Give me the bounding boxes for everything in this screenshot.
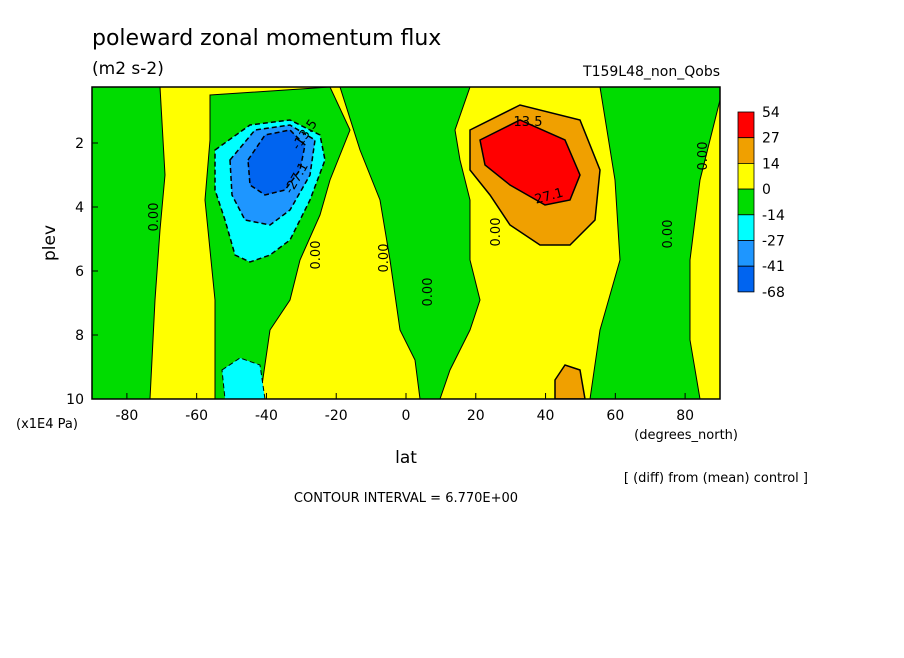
colorbar-box [737,188,755,216]
x-tick-label: -60 [185,408,208,424]
zero-region [339,87,481,399]
colorbar-label: -68 [762,285,785,301]
x-axis-unit: (degrees_north) [634,428,738,443]
x-tick-label: 20 [467,408,485,424]
positive-region [554,364,586,399]
negative-region [221,357,266,399]
colorbar-box [737,240,755,267]
colorbar-box [737,265,755,293]
colorbar-box [737,111,755,139]
y-tick-label: 4 [75,200,84,216]
colorbar-label: 0 [762,182,771,198]
footer: CONTOUR INTERVAL = 6.770E+00 [294,491,518,506]
colorbar-label: 14 [762,156,780,172]
x-tick-label: 0 [402,408,411,424]
chart-subtitle: (m2 s-2) [92,59,164,79]
y-tick-label: 2 [75,136,84,152]
note: [ (diff) from (mean) control ] [624,471,808,486]
x-tick-label: -40 [255,408,278,424]
colorbar-label: -27 [762,234,785,250]
zero-region [589,87,720,399]
colorbar-label: 27 [762,131,780,147]
colorbar-label: -41 [762,259,785,275]
negative-core [247,129,306,196]
zero-region [92,87,166,399]
colorbar-label: 54 [762,105,780,121]
x-tick-label: -20 [325,408,348,424]
positive-core [479,119,581,206]
contour-label: 0.00 [489,218,504,247]
contour-label: 0.00 [661,220,676,249]
y-tick-label: 10 [66,392,84,408]
contour-label: 0.00 [309,241,324,270]
y-axis-label: plev [40,225,60,261]
x-tick-label: 40 [537,408,555,424]
x-tick-label: -80 [115,408,138,424]
y-axis-unit: (x1E4 Pa) [16,417,78,432]
contour-label: 0.00 [147,203,162,232]
colorbar-box [737,214,755,241]
contour-label: 0.00 [377,244,392,273]
colorbar-label: -14 [762,208,785,224]
x-tick-label: 60 [606,408,624,424]
contour-field [92,87,720,399]
x-tick-label: 80 [676,408,694,424]
x-axis-label: lat [395,448,417,468]
y-tick-label: 6 [75,264,84,280]
y-tick-label: 8 [75,328,84,344]
chart-title: poleward zonal momentum flux [92,26,441,51]
colorbar-box [737,162,755,190]
colorbar-box [737,137,755,164]
run-label: T159L48_non_Qobs [582,64,720,80]
contour-label: 27.1 [533,186,565,208]
contour-label: 0.00 [696,142,711,171]
contour-label: 0.00 [421,278,436,307]
contour-label: 13.5 [514,115,543,130]
